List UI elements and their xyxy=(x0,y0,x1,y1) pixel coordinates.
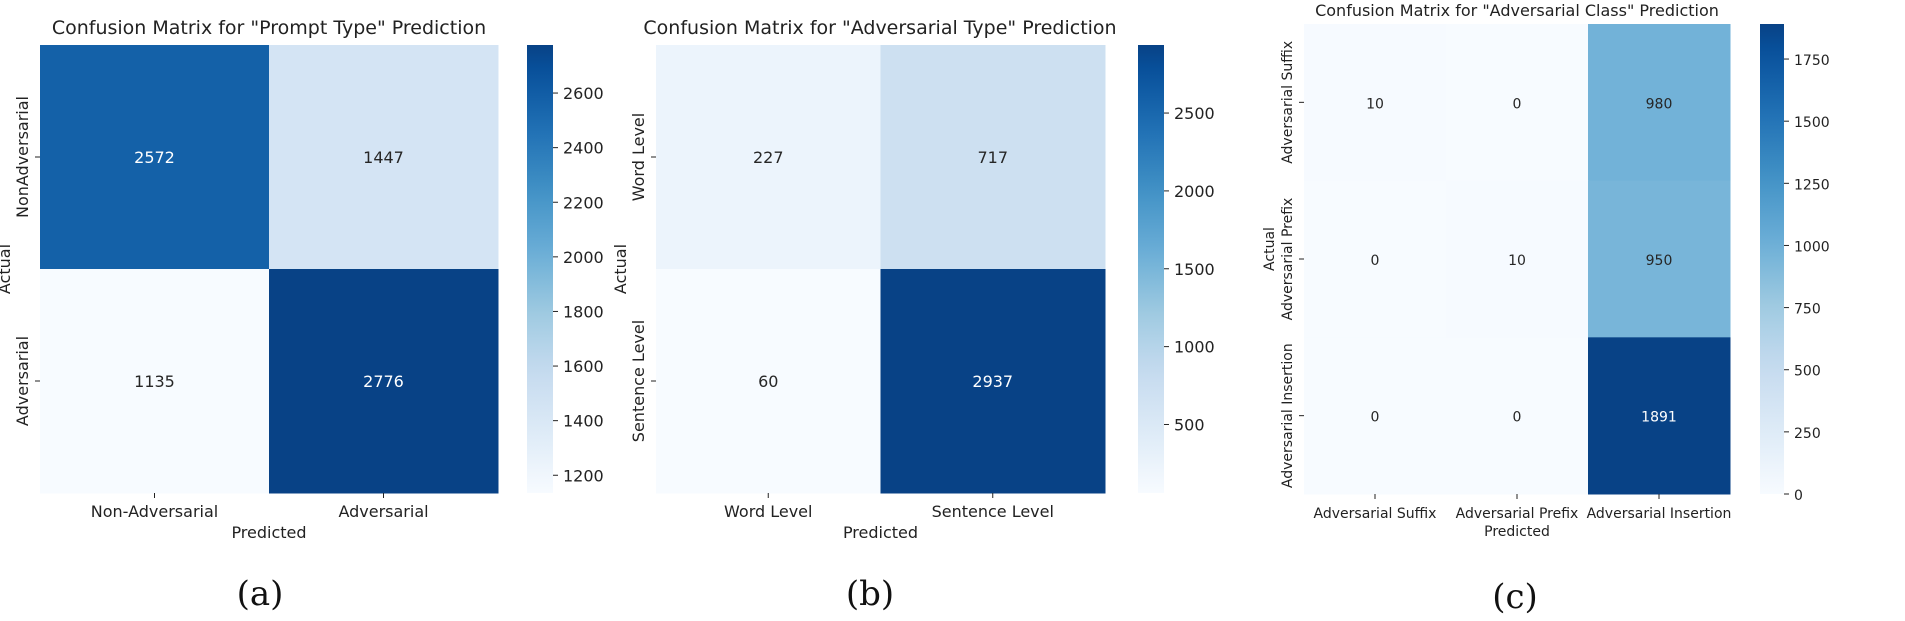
cell-value-label: 60 xyxy=(758,372,778,391)
y-axis-label: Actual xyxy=(1262,227,1278,271)
cell-value-label: 2776 xyxy=(363,372,404,391)
heatmap-cell xyxy=(880,45,1106,270)
cell-value-label: 0 xyxy=(1513,96,1522,112)
cell-value-label: 980 xyxy=(1646,96,1673,112)
cell-value-label: 10 xyxy=(1508,253,1526,269)
heatmap-panel-1: Confusion Matrix for "Prompt Type" Predi… xyxy=(0,17,604,614)
colorbar-tick-label: 0 xyxy=(1794,488,1803,504)
subfigure-label: (a) xyxy=(237,574,284,614)
x-axis-label: Predicted xyxy=(231,523,306,542)
cell-value-label: 717 xyxy=(977,148,1008,167)
heatmap-cell xyxy=(40,45,270,270)
cell-value-label: 950 xyxy=(1646,253,1673,269)
heatmap-cell xyxy=(1446,180,1589,338)
heatmap-cell xyxy=(1304,24,1447,182)
chart-title: Confusion Matrix for "Prompt Type" Predi… xyxy=(52,17,486,39)
colorbar-tick-label: 1200 xyxy=(563,466,604,485)
y-axis-label: Actual xyxy=(611,244,630,294)
subfigure-label: (c) xyxy=(1492,577,1538,617)
colorbar xyxy=(527,45,553,493)
colorbar-tick-label: 2500 xyxy=(1174,104,1215,123)
heatmap-cell xyxy=(656,45,881,270)
cell-value-label: 1135 xyxy=(134,372,175,391)
y-tick-label: Adversarial Suffix xyxy=(1280,41,1296,164)
heatmap-cell xyxy=(1588,180,1731,338)
heatmap-cell xyxy=(1304,337,1447,495)
cell-value-label: 1447 xyxy=(363,148,404,167)
heatmap-cell xyxy=(1446,24,1589,182)
heatmap-cell xyxy=(1588,337,1731,495)
cell-value-label: 0 xyxy=(1513,410,1522,426)
heatmap-cell xyxy=(269,269,499,494)
cell-value-label: 10 xyxy=(1366,96,1384,112)
heatmap-cell xyxy=(1304,180,1447,338)
y-tick-label: Adversarial Prefix xyxy=(1280,198,1296,321)
y-tick-label: Adversarial Insertion xyxy=(1280,343,1296,488)
heatmap-cell xyxy=(1588,24,1731,182)
colorbar-tick-label: 1000 xyxy=(1794,239,1830,255)
colorbar-tick-label: 2400 xyxy=(563,139,604,158)
x-tick-label: Adversarial Insertion xyxy=(1587,506,1732,522)
heatmap-panel-3: Confusion Matrix for "Adversarial Class"… xyxy=(1262,1,1830,617)
x-tick-label: Sentence Level xyxy=(932,502,1054,521)
colorbar-tick-label: 1000 xyxy=(1174,338,1215,357)
colorbar-tick-label: 1500 xyxy=(1794,115,1830,131)
x-tick-label: Adversarial Prefix xyxy=(1456,506,1579,522)
colorbar-tick-label: 250 xyxy=(1794,426,1821,442)
x-tick-label: Non-Adversarial xyxy=(91,502,218,521)
colorbar-tick-label: 1250 xyxy=(1794,177,1830,193)
subfigure-label: (b) xyxy=(846,574,894,614)
colorbar-tick-label: 2000 xyxy=(563,248,604,267)
x-tick-label: Adversarial Suffix xyxy=(1314,506,1437,522)
colorbar-tick-label: 2600 xyxy=(563,84,604,103)
x-tick-label: Word Level xyxy=(724,502,812,521)
colorbar-tick-label: 1400 xyxy=(563,412,604,431)
colorbar-tick-label: 2000 xyxy=(1174,182,1215,201)
heatmap-cell xyxy=(269,45,499,270)
chart-title: Confusion Matrix for "Adversarial Class"… xyxy=(1315,1,1719,20)
y-tick-label: Adversarial xyxy=(13,336,32,426)
colorbar-tick-label: 1500 xyxy=(1174,260,1215,279)
x-tick-label: Adversarial xyxy=(338,502,428,521)
colorbar xyxy=(1138,45,1164,493)
colorbar-tick-label: 1800 xyxy=(563,302,604,321)
colorbar-tick-label: 2200 xyxy=(563,193,604,212)
colorbar xyxy=(1760,24,1784,494)
y-tick-label: Word Level xyxy=(629,113,648,201)
colorbar-tick-label: 500 xyxy=(1794,364,1821,380)
cell-value-label: 0 xyxy=(1371,253,1380,269)
y-tick-label: NonAdversarial xyxy=(13,96,32,218)
cell-value-label: 2572 xyxy=(134,148,175,167)
x-axis-label: Predicted xyxy=(843,523,918,542)
cell-value-label: 1891 xyxy=(1641,410,1677,426)
y-tick-label: Sentence Level xyxy=(629,320,648,442)
x-axis-label: Predicted xyxy=(1484,524,1550,540)
cell-value-label: 227 xyxy=(753,148,784,167)
colorbar-tick-label: 1750 xyxy=(1794,53,1830,69)
chart-title: Confusion Matrix for "Adversarial Type" … xyxy=(643,17,1116,39)
heatmap-cell xyxy=(880,269,1106,494)
colorbar-tick-label: 1600 xyxy=(563,357,604,376)
y-axis-label: Actual xyxy=(0,244,14,294)
cell-value-label: 0 xyxy=(1371,410,1380,426)
colorbar-tick-label: 500 xyxy=(1174,415,1205,434)
heatmap-cell xyxy=(40,269,270,494)
heatmap-cell xyxy=(656,269,881,494)
colorbar-tick-label: 750 xyxy=(1794,302,1821,318)
heatmap-cell xyxy=(1446,337,1589,495)
heatmap-panel-2: Confusion Matrix for "Adversarial Type" … xyxy=(611,17,1215,614)
cell-value-label: 2937 xyxy=(972,372,1013,391)
